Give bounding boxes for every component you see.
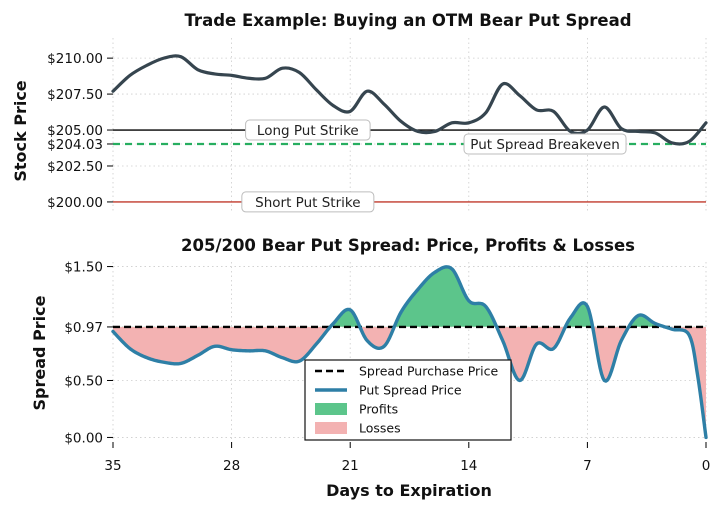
- profit-loss-fills: [113, 266, 706, 438]
- profit-area: [330, 266, 665, 327]
- bottom-y-tick-label: $1.50: [64, 260, 103, 276]
- bottom-x-ticks: 35 28 21 14 7 0: [104, 442, 710, 474]
- legend-entry-label: Spread Purchase Price: [359, 364, 499, 379]
- annotation-label: Put Spread Breakeven: [470, 137, 619, 153]
- x-tick-label: 21: [342, 458, 359, 474]
- annotation-label: Short Put Strike: [255, 195, 360, 211]
- top-y-tick-label: $204.03: [47, 137, 103, 153]
- bottom-y-tick-label: $0.00: [64, 430, 103, 446]
- legend-entry-label: Put Spread Price: [359, 383, 462, 398]
- top-y-tick-label: $202.50: [47, 159, 103, 175]
- x-tick-label: 35: [104, 458, 121, 474]
- x-axis-label: Days to Expiration: [326, 481, 492, 500]
- top-y-tick-label: $205.00: [47, 123, 103, 139]
- top-chart-title: Trade Example: Buying an OTM Bear Put Sp…: [184, 11, 631, 30]
- spread-price-panel: 205/200 Bear Put Spread: Price, Profits …: [30, 236, 710, 500]
- bottom-chart-title: 205/200 Bear Put Spread: Price, Profits …: [181, 236, 635, 255]
- bottom-y-tick-label: $0.50: [64, 373, 103, 389]
- annotation-box-bg: [463, 133, 627, 155]
- annotation-box: Short Put Strike: [241, 191, 375, 213]
- bottom-y-tick-label: $0.97: [64, 320, 103, 336]
- bottom-y-ticks: $1.50 $0.97 $0.50 $0.00: [64, 260, 113, 446]
- top-y-tick-label: $210.00: [47, 51, 103, 67]
- top-y-tick-label: $200.00: [47, 195, 103, 211]
- x-tick-label: 7: [583, 458, 592, 474]
- stock-price-panel: Trade Example: Buying an OTM Bear Put Sp…: [11, 11, 708, 213]
- legend: Spread Purchase Price Put Spread Price Pro…: [304, 359, 512, 441]
- top-annotations: Long Put Strike Put Spread Breakeven Short…: [241, 119, 627, 213]
- legend-key-losses: [315, 422, 347, 434]
- annotation-box: Long Put Strike: [245, 119, 371, 141]
- top-y-axis-label: Stock Price: [11, 80, 30, 181]
- stock-price-series: [111, 54, 708, 146]
- x-tick-label: 0: [702, 458, 711, 474]
- bottom-y-axis-label: Spread Price: [30, 295, 49, 410]
- legend-key-profits: [315, 403, 347, 415]
- legend-entry-label: Profits: [359, 402, 398, 417]
- top-y-tick-label: $207.50: [47, 87, 103, 103]
- loss-area: [113, 326, 706, 438]
- annotation-box-bg: [241, 191, 375, 213]
- annotation-label: Long Put Strike: [257, 123, 359, 139]
- stock-price-line: [111, 54, 708, 146]
- annotation-box: Put Spread Breakeven: [463, 133, 627, 155]
- annotation-box-bg: [245, 119, 371, 141]
- legend-entry-label: Losses: [359, 421, 401, 436]
- top-y-ticks: $210.00 $207.50 $205.00$204.03 $202.50 $200.…: [47, 51, 113, 211]
- put-spread-price-series: [111, 265, 708, 440]
- x-tick-label: 28: [223, 458, 240, 474]
- put-spread-price-line: [111, 265, 708, 440]
- x-tick-label: 14: [460, 458, 477, 474]
